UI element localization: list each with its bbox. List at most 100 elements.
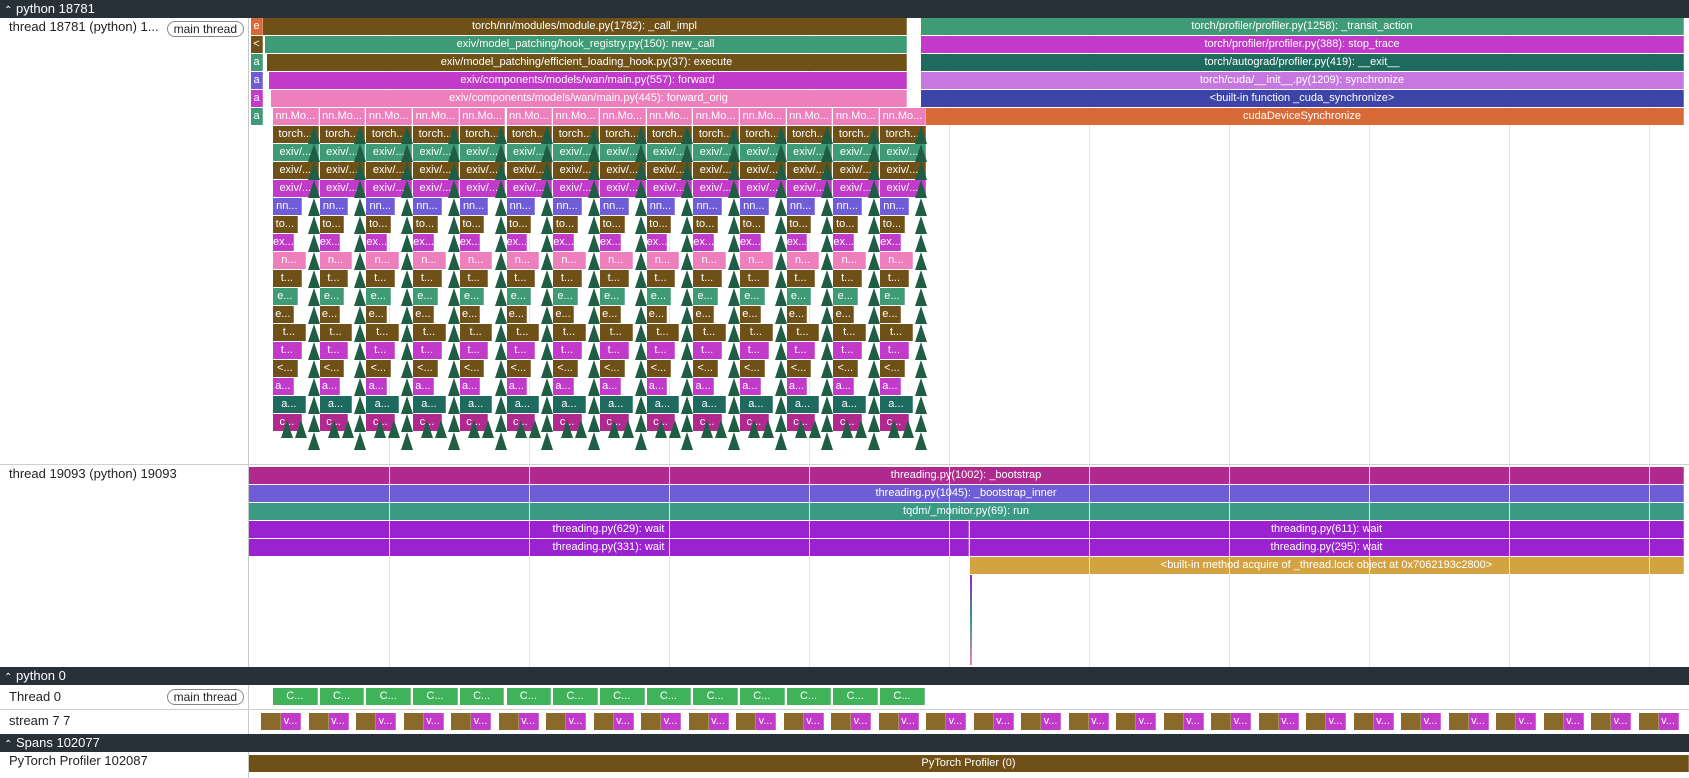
call-block[interactable]: torch...	[740, 126, 786, 143]
call-block[interactable]: t...	[740, 324, 773, 341]
kernel-block[interactable]: v...	[1373, 713, 1394, 730]
cuda-block[interactable]: C...	[740, 688, 785, 705]
kernel-block[interactable]: v...	[661, 713, 681, 730]
kernel-block[interactable]: v...	[423, 713, 444, 730]
slice-right-stack[interactable]: <built-in function _cuda_synchronize>	[921, 90, 1684, 107]
call-block[interactable]: nn.Mo...	[366, 108, 413, 125]
kernel-block[interactable]: v...	[898, 713, 919, 730]
call-block[interactable]: exiv/...	[459, 162, 506, 179]
slice-right-stack[interactable]: torch/profiler/profiler.py(388): stop_tr…	[921, 36, 1684, 53]
side-slice[interactable]: <	[251, 36, 263, 53]
slice-left-stack[interactable]: exiv/components/models/wan/main.py(445):…	[271, 90, 907, 107]
call-block[interactable]: a...	[880, 396, 913, 413]
call-block[interactable]: n...	[599, 252, 633, 269]
call-block[interactable]: ex...	[366, 234, 388, 251]
call-block[interactable]: to...	[553, 216, 578, 233]
side-slice[interactable]: a	[251, 108, 263, 125]
call-block[interactable]: exiv/...	[366, 180, 413, 197]
call-block[interactable]: a...	[786, 396, 820, 413]
call-block[interactable]: exiv/...	[553, 162, 599, 179]
call-block[interactable]: t...	[880, 270, 909, 287]
track-label-thread-main[interactable]: thread 18781 (python) 1... main thread	[0, 18, 249, 464]
call-block[interactable]: torch...	[319, 126, 366, 143]
call-block[interactable]: nn.Mo...	[319, 108, 366, 125]
call-block[interactable]: <...	[366, 360, 392, 377]
call-block[interactable]: ex...	[273, 234, 294, 251]
call-block[interactable]: n...	[506, 252, 540, 269]
call-block[interactable]: a...	[459, 396, 493, 413]
call-block[interactable]: ex...	[413, 234, 434, 251]
call-block[interactable]: e...	[366, 306, 388, 323]
call-block[interactable]: t...	[553, 324, 586, 341]
call-block[interactable]: a...	[413, 396, 446, 413]
track-label-stream[interactable]: stream 7 7	[0, 710, 249, 734]
slice-right-stack[interactable]: torch/profiler/profiler.py(1258): _trans…	[921, 18, 1684, 35]
call-block[interactable]: t...	[273, 324, 306, 341]
call-block[interactable]: <...	[599, 360, 625, 377]
call-block[interactable]: e...	[413, 288, 438, 305]
call-block[interactable]: exiv/...	[319, 144, 366, 161]
call-block[interactable]: a...	[553, 396, 586, 413]
call-block[interactable]: t...	[273, 342, 302, 359]
call-block[interactable]: ex...	[880, 234, 901, 251]
call-block[interactable]: exiv/...	[693, 180, 739, 197]
call-block[interactable]: <...	[646, 360, 672, 377]
kernel-block[interactable]: v...	[566, 713, 586, 730]
cuda-block[interactable]: C...	[786, 688, 832, 705]
track-area-thread-0[interactable]: C... C... C... C... C... C... C... C... C... C...…	[249, 685, 1689, 709]
side-slice[interactable]: a	[251, 90, 263, 107]
call-block[interactable]: ex...	[553, 234, 574, 251]
cuda-block[interactable]: C...	[366, 688, 412, 705]
call-block[interactable]: t...	[366, 324, 400, 341]
call-block[interactable]: exiv/...	[833, 180, 880, 197]
call-block[interactable]: to...	[693, 216, 718, 233]
call-block[interactable]: t...	[366, 270, 396, 287]
call-block[interactable]: a...	[833, 378, 855, 395]
track-area-profiler[interactable]: PyTorch Profiler (0)	[249, 752, 1689, 778]
kernel-block[interactable]: v...	[1183, 713, 1204, 730]
call-block[interactable]: nn...	[833, 198, 863, 215]
call-block[interactable]: nn.Mo...	[413, 108, 459, 125]
call-block[interactable]: ex...	[319, 234, 341, 251]
call-block[interactable]: a...	[506, 396, 540, 413]
call-block[interactable]: to...	[646, 216, 672, 233]
call-block[interactable]: exiv/...	[413, 162, 459, 179]
kernel-block[interactable]: v...	[328, 713, 349, 730]
call-block[interactable]: to...	[459, 216, 485, 233]
cuda-block[interactable]: C...	[506, 688, 552, 705]
call-block[interactable]: e...	[413, 306, 434, 323]
call-block[interactable]: t...	[880, 324, 913, 341]
call-block[interactable]: t...	[319, 342, 349, 359]
call-block[interactable]: t...	[459, 270, 489, 287]
slice-left-stack[interactable]: exiv/components/models/wan/main.py(557):…	[269, 72, 907, 89]
call-block[interactable]: e...	[693, 288, 718, 305]
call-block[interactable]: <...	[833, 360, 859, 377]
call-block[interactable]: t...	[646, 324, 680, 341]
call-block[interactable]: to...	[599, 216, 625, 233]
call-block[interactable]: t...	[553, 270, 582, 287]
call-block[interactable]: t...	[459, 342, 489, 359]
call-block[interactable]: e...	[740, 288, 765, 305]
call-block[interactable]: t...	[506, 324, 540, 341]
call-block[interactable]: t...	[319, 324, 353, 341]
call-block[interactable]: <...	[693, 360, 718, 377]
call-block[interactable]: t...	[413, 270, 442, 287]
call-block[interactable]: n...	[413, 252, 446, 269]
call-block[interactable]: <...	[273, 360, 298, 377]
slice-wait-right-1[interactable]: threading.py(611): wait	[970, 521, 1684, 538]
call-block[interactable]: ex...	[459, 234, 481, 251]
call-block[interactable]: nn.Mo...	[833, 108, 880, 125]
kernel-block[interactable]: v...	[1611, 713, 1631, 730]
call-block[interactable]: nn...	[506, 198, 536, 215]
call-block[interactable]: nn...	[553, 198, 582, 215]
kernel-block[interactable]: v...	[1041, 713, 1061, 730]
process-group-header[interactable]: ⌃ python 18781	[0, 0, 1689, 18]
call-block[interactable]: nn.Mo...	[599, 108, 646, 125]
call-block[interactable]: t...	[693, 324, 726, 341]
call-block[interactable]: to...	[786, 216, 812, 233]
call-block[interactable]: a...	[459, 378, 481, 395]
call-block[interactable]: e...	[693, 306, 714, 323]
call-block[interactable]: t...	[599, 324, 633, 341]
call-block[interactable]: e...	[319, 288, 345, 305]
call-block[interactable]: t...	[319, 270, 349, 287]
